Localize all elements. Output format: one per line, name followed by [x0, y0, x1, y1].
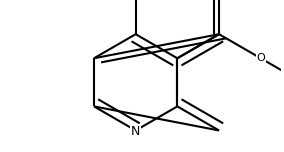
Text: O: O	[256, 53, 265, 63]
Text: N: N	[131, 125, 140, 138]
